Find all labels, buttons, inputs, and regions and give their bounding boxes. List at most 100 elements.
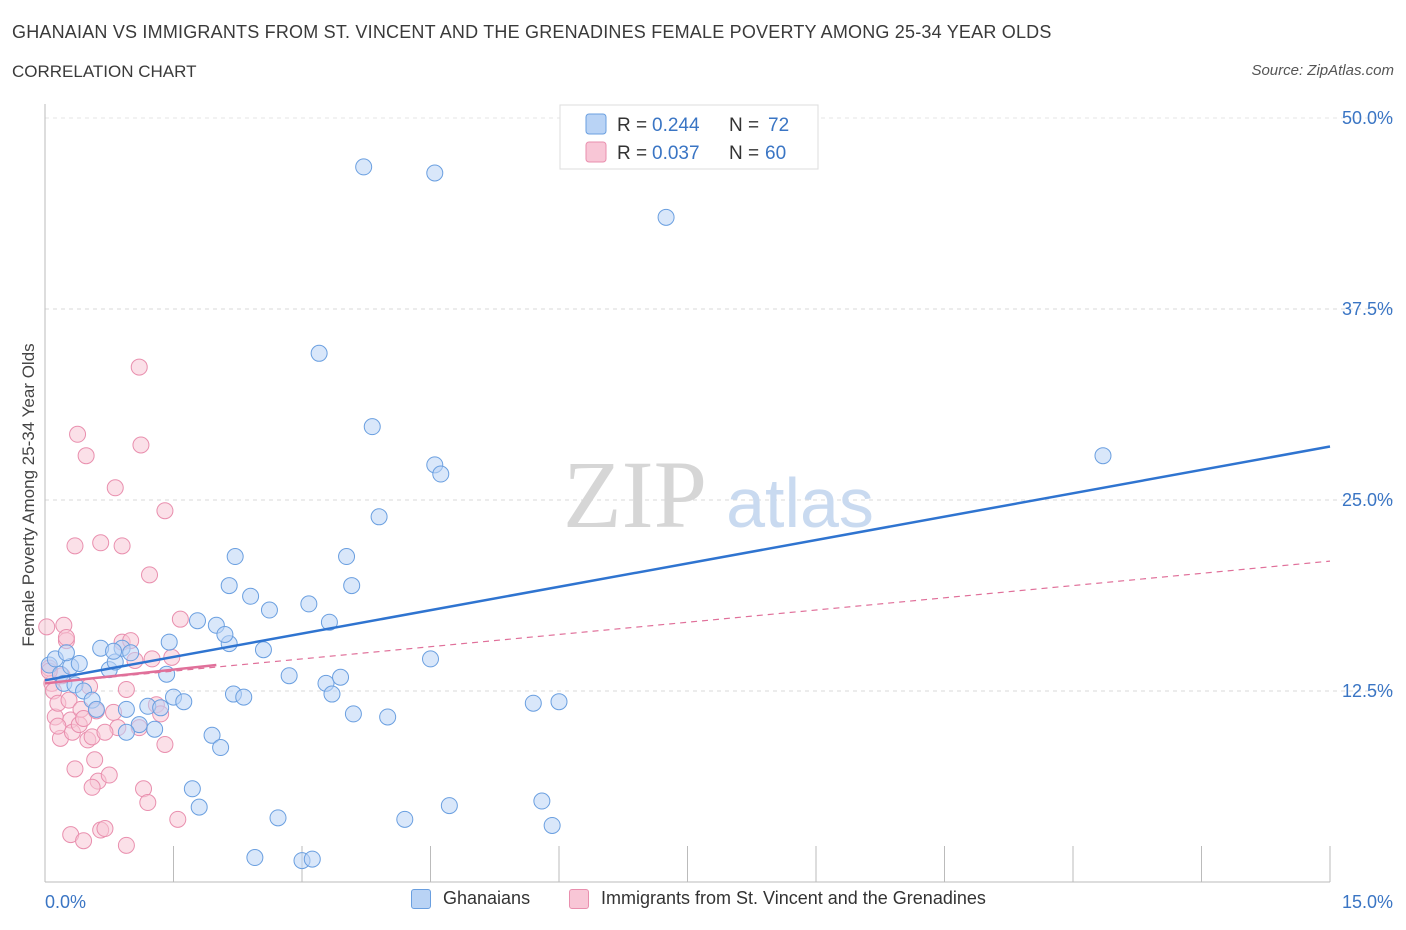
legend-n-value-2: 60 — [765, 143, 786, 164]
data-point-blue — [254, 641, 272, 659]
legend-swatch-pink — [585, 141, 607, 163]
data-point-blue — [343, 577, 361, 595]
data-point-blue — [533, 792, 551, 810]
series-blue-points — [40, 158, 1112, 870]
trend-line-pink-solid — [44, 663, 217, 685]
legend-swatch-blue — [585, 113, 607, 135]
legend-n-value-1: 72 — [768, 115, 789, 136]
data-point-blue — [550, 693, 568, 711]
data-point-blue — [212, 739, 230, 757]
data-point-blue — [226, 548, 244, 566]
data-point-blue — [432, 465, 450, 483]
watermark-atlas: atlas — [726, 464, 874, 542]
data-point-blue — [105, 642, 123, 660]
trend-lines — [44, 445, 1331, 685]
data-point-blue — [332, 668, 350, 686]
data-point-pink — [156, 735, 174, 753]
data-point-blue — [190, 798, 208, 816]
data-point-blue — [370, 508, 388, 526]
data-point-blue — [146, 720, 164, 738]
data-point-pink — [106, 479, 124, 497]
data-point-pink — [60, 691, 78, 709]
data-point-blue — [175, 693, 193, 711]
watermark-zip: ZIP — [563, 441, 707, 548]
y-tick-label: 37.5% — [1342, 299, 1393, 319]
y-tick-label: 25.0% — [1342, 490, 1393, 510]
trend-line-blue — [44, 445, 1331, 682]
data-point-blue — [188, 612, 206, 630]
data-point-pink — [169, 810, 187, 828]
data-point-blue — [300, 595, 318, 613]
data-point-blue — [57, 644, 75, 662]
data-point-blue — [280, 667, 298, 685]
data-point-blue — [426, 164, 444, 182]
legend-r-label-2: R = — [617, 143, 647, 164]
legend-label-immigrants: Immigrants from St. Vincent and the Gren… — [601, 888, 986, 908]
x-tick-label-end: 15.0% — [1342, 892, 1393, 912]
data-point-blue — [344, 705, 362, 723]
y-tick-label: 50.0% — [1342, 108, 1393, 128]
data-point-blue — [152, 699, 170, 717]
data-point-blue — [379, 708, 397, 726]
data-point-pink — [96, 820, 114, 838]
data-point-blue — [183, 780, 201, 798]
legend-label-ghanaians: Ghanaians — [443, 888, 531, 908]
data-point-pink — [75, 710, 93, 728]
data-point-blue — [242, 587, 260, 605]
data-point-pink — [132, 436, 150, 454]
data-point-pink — [171, 610, 189, 628]
legend-item-immigrants: Immigrants from St. Vincent and the Gren… — [569, 888, 986, 909]
legend-r-value-2: 0.037 — [652, 143, 700, 164]
data-point-pink — [96, 723, 114, 741]
chart-title: GHANAIAN VS IMMIGRANTS FROM ST. VINCENT … — [12, 22, 1052, 42]
source-label: Source: ZipAtlas.com — [1251, 62, 1394, 79]
legend-r-label-1: R = — [617, 115, 647, 136]
data-point-blue — [440, 797, 458, 815]
axes — [44, 104, 1331, 883]
data-point-blue — [323, 685, 341, 703]
data-point-blue — [220, 577, 238, 595]
data-point-blue — [310, 344, 328, 362]
data-point-pink — [117, 836, 135, 854]
watermark: ZIP atlas — [563, 441, 874, 548]
data-point-pink — [66, 760, 84, 778]
data-point-blue — [260, 601, 278, 619]
data-point-blue — [422, 650, 439, 668]
legend-n-label-1: N = — [729, 115, 759, 136]
data-point-blue — [363, 418, 381, 436]
data-point-blue — [338, 548, 356, 566]
data-point-pink — [38, 618, 56, 636]
x-tick-label-start: 0.0% — [45, 892, 86, 912]
data-point-blue — [543, 816, 561, 834]
legend-r-value-1: 0.244 — [652, 115, 700, 136]
series-pink-points — [38, 358, 189, 854]
data-point-pink — [86, 751, 104, 769]
y-tick-label: 12.5% — [1342, 681, 1393, 701]
data-point-pink — [156, 502, 174, 520]
data-point-blue — [130, 716, 148, 734]
data-point-blue — [160, 633, 178, 651]
grid-lines — [45, 117, 1395, 692]
data-point-pink — [57, 629, 75, 647]
legend-bottom: Ghanaians Immigrants from St. Vincent an… — [0, 888, 1406, 916]
data-point-pink — [141, 566, 159, 584]
data-point-blue — [117, 700, 135, 718]
data-point-blue — [235, 688, 253, 706]
legend-top: R = 0.244 N = 72 R = 0.037 N = 60 — [559, 104, 819, 170]
data-point-pink — [113, 537, 131, 555]
data-point-blue — [70, 654, 88, 672]
legend-swatch-ghanaians — [411, 888, 431, 909]
data-point-blue — [524, 694, 542, 712]
legend-n-label-2: N = — [729, 143, 759, 164]
data-point-blue — [117, 723, 135, 741]
data-point-pink — [75, 832, 93, 850]
data-point-pink — [100, 766, 118, 784]
data-point-blue — [269, 809, 287, 827]
data-point-pink — [92, 534, 110, 552]
data-point-pink — [66, 537, 84, 555]
data-point-pink — [49, 717, 67, 735]
data-point-pink — [77, 447, 95, 465]
data-point-blue — [1094, 447, 1112, 465]
data-point-pink — [83, 778, 101, 796]
